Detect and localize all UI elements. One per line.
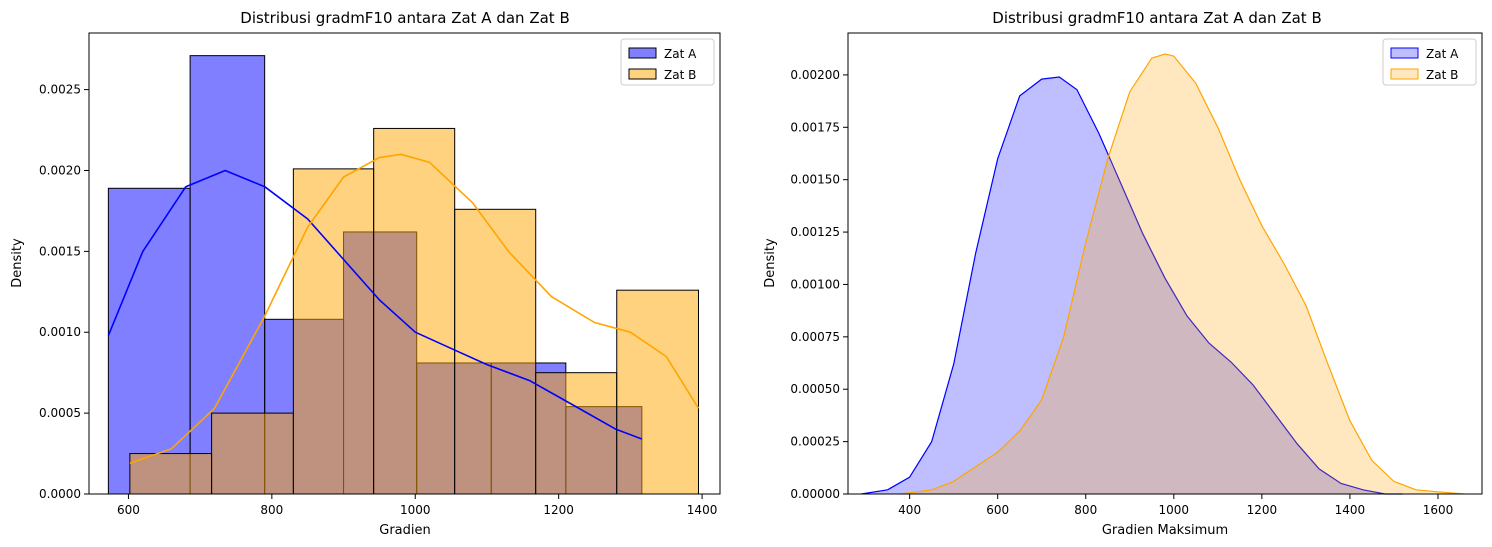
y-tick-label: 0.00175 bbox=[790, 120, 840, 134]
y-tick-label: 0.00025 bbox=[790, 435, 840, 449]
legend: Zat A Zat B bbox=[620, 38, 715, 86]
axes-frame bbox=[847, 32, 1483, 495]
y-axis-label: Density bbox=[10, 238, 25, 288]
y-tick-label: 0.0020 bbox=[39, 163, 81, 177]
legend-label: Zat A bbox=[1426, 47, 1459, 61]
y-tick-label: 0.0015 bbox=[39, 244, 81, 258]
y-tick-label: 0.00125 bbox=[790, 225, 840, 239]
x-tick-label: 400 bbox=[898, 503, 921, 517]
histogram-chart: Distribusi gradmF10 antara Zat A dan Zat… bbox=[10, 9, 721, 538]
legend-swatch bbox=[628, 68, 657, 80]
x-tick-label: 1600 bbox=[1423, 503, 1454, 517]
histogram-bar bbox=[292, 168, 375, 495]
legend-label: Zat B bbox=[664, 68, 696, 82]
y-tick-label: 0.0005 bbox=[39, 406, 81, 420]
x-tick-label: 1200 bbox=[543, 503, 574, 517]
kde-line bbox=[861, 76, 1403, 495]
legend: Zat A Zat B bbox=[1382, 38, 1477, 86]
y-tick-label: 0.00075 bbox=[790, 330, 840, 344]
axes-frame bbox=[88, 32, 721, 495]
y-tick-label: 0.00000 bbox=[790, 487, 840, 501]
x-tick-label: 800 bbox=[1074, 503, 1097, 517]
y-tick-label: 0.0010 bbox=[39, 325, 81, 339]
x-tick-label: 600 bbox=[986, 503, 1009, 517]
y-tick-label: 0.0025 bbox=[39, 83, 81, 97]
x-axis-ticks: 600 800 1000 1200 1400 bbox=[117, 494, 717, 517]
plot-area bbox=[861, 53, 1465, 495]
histogram-bar bbox=[616, 289, 699, 495]
histogram-bar bbox=[454, 208, 537, 495]
chart-title: Distribusi gradmF10 antara Zat A dan Zat… bbox=[992, 9, 1321, 27]
kde-area bbox=[900, 54, 1465, 494]
legend-swatch bbox=[1390, 47, 1419, 59]
kde-chart: Distribusi gradmF10 antara Zat A dan Zat… bbox=[763, 9, 1483, 538]
legend-box bbox=[1382, 38, 1477, 86]
x-axis-label: Gradien Maksimum bbox=[1102, 523, 1228, 538]
y-tick-label: 0.00050 bbox=[790, 382, 840, 396]
x-tick-label: 1400 bbox=[687, 503, 718, 517]
x-tick-label: 1000 bbox=[400, 503, 431, 517]
x-tick-label: 1000 bbox=[1159, 503, 1190, 517]
x-axis-label: Gradien bbox=[379, 523, 431, 538]
legend-swatch bbox=[1390, 68, 1419, 80]
legend-label: Zat B bbox=[1426, 68, 1458, 82]
y-tick-label: 0.00150 bbox=[790, 173, 840, 187]
y-axis-label: Density bbox=[763, 238, 778, 288]
x-axis-ticks: 400 600 800 1000 1200 1400 1600 bbox=[898, 494, 1453, 517]
x-tick-label: 1200 bbox=[1247, 503, 1278, 517]
legend-swatch bbox=[628, 47, 657, 59]
x-tick-label: 600 bbox=[117, 503, 140, 517]
y-axis-ticks: 0.00000 0.00025 0.00050 0.00075 0.00100 0.001… bbox=[790, 68, 848, 501]
plot-area bbox=[107, 55, 700, 495]
kde-line bbox=[900, 53, 1465, 495]
y-axis-ticks: 0.0000 0.0005 0.0010 0.0015 0.0020 0.0025 bbox=[39, 83, 89, 501]
chart-title: Distribusi gradmF10 antara Zat A dan Zat… bbox=[240, 9, 569, 27]
histogram-bar bbox=[107, 187, 191, 495]
y-tick-label: 0.00200 bbox=[790, 68, 840, 82]
histogram-bar bbox=[373, 127, 456, 495]
y-tick-label: 0.0000 bbox=[39, 487, 81, 501]
x-tick-label: 800 bbox=[260, 503, 283, 517]
kde-line bbox=[129, 153, 700, 465]
kde-line bbox=[107, 169, 643, 440]
legend-label: Zat A bbox=[664, 47, 697, 61]
x-tick-label: 1400 bbox=[1335, 503, 1366, 517]
histogram-bar bbox=[211, 412, 294, 495]
y-tick-label: 0.00100 bbox=[790, 277, 840, 291]
kde-area bbox=[861, 77, 1403, 494]
